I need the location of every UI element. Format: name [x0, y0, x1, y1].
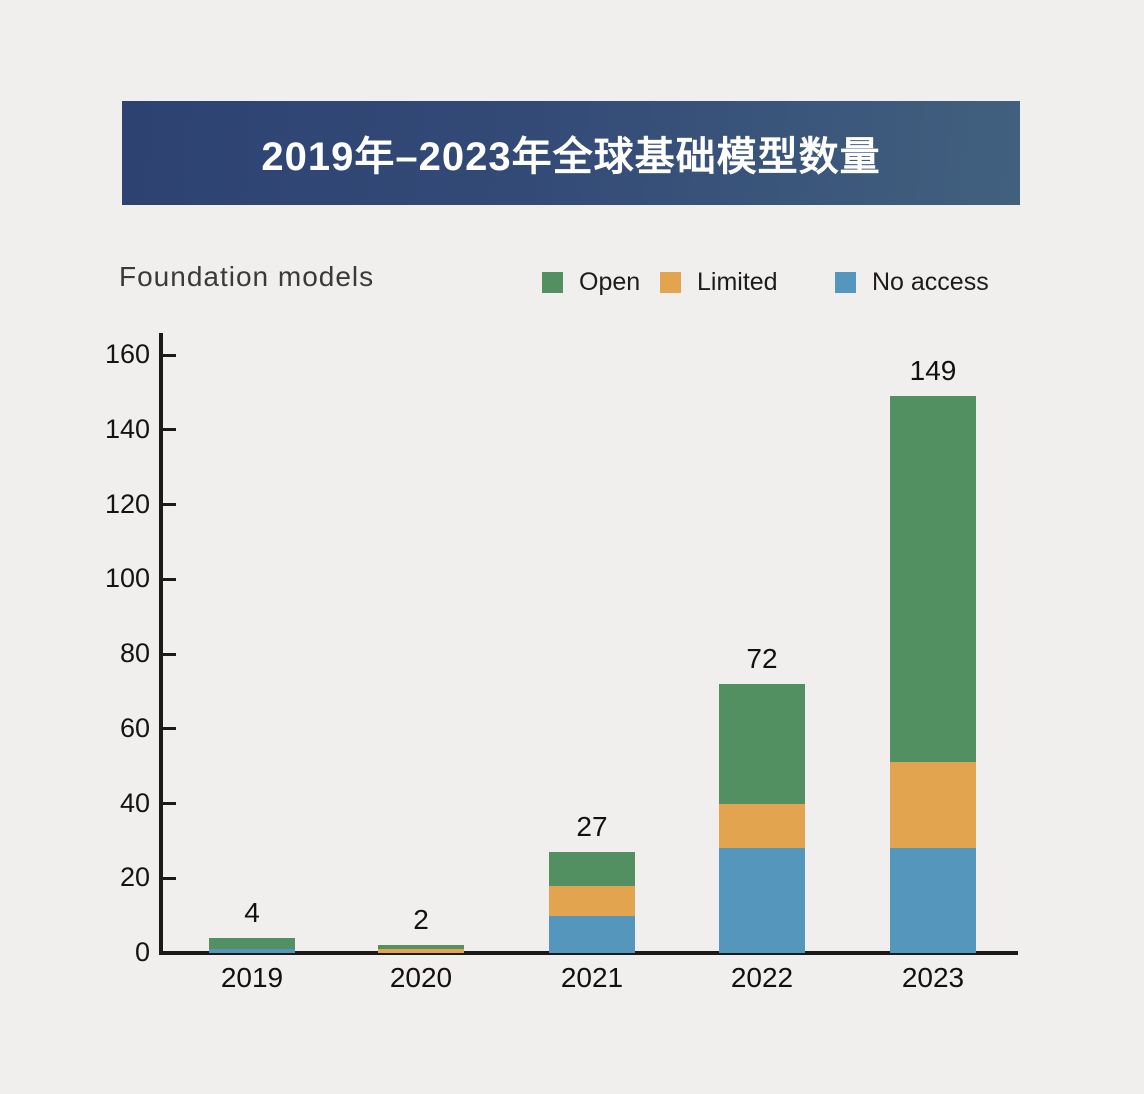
y-tick-label: 140: [104, 413, 150, 444]
bar-total-label-2023: 149: [909, 355, 957, 387]
y-tick-label: 40: [119, 787, 150, 818]
y-axis-tick: [163, 353, 176, 357]
x-tick-label-2022: 2022: [730, 962, 794, 993]
bar-segment-no-access-2023: [890, 848, 976, 953]
x-axis-line: [159, 951, 1018, 955]
y-axis-tick: [163, 652, 176, 656]
y-axis-line: [159, 333, 163, 955]
y-tick-label: 60: [119, 712, 150, 743]
legend-swatch-no-access-icon: [835, 271, 856, 293]
bar-segment-limited-2023: [890, 762, 976, 849]
legend-item-limited: Limited: [660, 267, 778, 296]
bar-total-label-2022: 72: [746, 642, 778, 674]
bar-segment-limited-2021: [549, 885, 635, 916]
bar-segment-open-2020: [378, 945, 464, 949]
bar-segment-no-access-2021: [549, 915, 635, 953]
y-axis-tick: [163, 802, 176, 805]
legend-swatch-limited-icon: [660, 271, 681, 293]
bar-segment-limited-2022: [719, 803, 805, 849]
y-tick-label: 80: [119, 638, 150, 668]
x-tick-label-2021: 2021: [560, 962, 624, 993]
legend-label-open: Open: [579, 267, 641, 296]
bar-segment-limited-2020: [378, 949, 464, 953]
legend-label-no-access: No access: [872, 267, 989, 296]
legend-swatch-open-icon: [542, 271, 563, 293]
x-tick-label-2019: 2019: [220, 962, 284, 993]
y-axis-tick: [163, 503, 176, 506]
y-axis-tick: [163, 876, 176, 880]
bar-segment-open-2021: [549, 852, 635, 886]
y-axis-tick: [163, 727, 176, 731]
bar-segment-open-2019: [209, 937, 295, 949]
bar-segment-open-2023: [890, 396, 976, 763]
y-tick-label: 120: [104, 488, 150, 519]
bar-total-label-2019: 4: [244, 896, 260, 928]
bar-segment-no-access-2019: [209, 949, 295, 953]
legend-item-no-access: No access: [835, 267, 989, 296]
bar-total-label-2021: 27: [576, 811, 608, 843]
title-banner: 2019年–2023年全球基础模型数量: [122, 101, 1020, 205]
page-title: 2019年–2023年全球基础模型数量: [261, 135, 881, 179]
y-tick-label: 100: [104, 563, 150, 594]
y-tick-label: 20: [119, 862, 150, 893]
bar-segment-no-access-2022: [719, 848, 805, 953]
y-axis-tick: [163, 428, 176, 432]
chart-axis-title: Foundation models: [119, 261, 375, 292]
x-tick-label-2023: 2023: [901, 962, 965, 993]
bar-segment-open-2022: [719, 683, 805, 804]
legend-item-open: Open: [542, 267, 641, 296]
x-tick-label-2020: 2020: [389, 962, 453, 993]
bar-total-label-2020: 2: [413, 904, 429, 935]
legend-label-limited: Limited: [697, 267, 778, 296]
y-tick-label: 160: [104, 339, 150, 369]
y-tick-label: 0: [134, 937, 150, 967]
y-axis-tick: [163, 577, 176, 581]
